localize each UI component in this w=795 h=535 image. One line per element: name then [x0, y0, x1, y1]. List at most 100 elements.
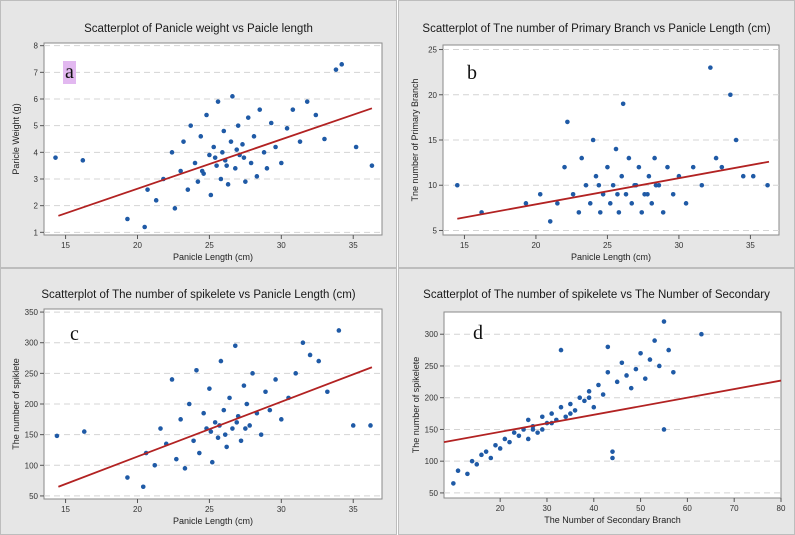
data-point	[174, 456, 179, 462]
data-point	[198, 134, 204, 139]
data-point	[750, 173, 756, 179]
data-point	[652, 338, 657, 343]
data-point	[645, 191, 650, 197]
data-point	[639, 210, 645, 215]
data-point	[247, 423, 252, 428]
data-point	[222, 432, 228, 437]
data-point	[279, 417, 284, 422]
data-point	[610, 182, 616, 188]
data-point	[657, 363, 662, 369]
data-point	[241, 383, 247, 388]
data-point	[582, 398, 587, 404]
data-point	[708, 65, 713, 70]
fit-line	[58, 107, 373, 217]
data-point	[740, 173, 746, 179]
data-point	[245, 115, 251, 120]
data-point	[284, 126, 290, 131]
data-point	[290, 107, 296, 112]
data-point	[140, 484, 146, 490]
panel-c: Scatterplot of The number of spikelete v…	[0, 268, 397, 535]
data-point	[218, 358, 224, 364]
data-point	[254, 174, 260, 179]
y-tick-label: 1	[34, 228, 39, 237]
data-point	[232, 343, 238, 349]
x-tick-label: 50	[636, 504, 645, 513]
y-axis-label: The number of spikelete	[411, 357, 421, 454]
data-point	[207, 386, 212, 391]
y-tick-label: 50	[429, 489, 438, 498]
chart-title: Scatterplot of Panicle weight vs Paicle …	[84, 23, 313, 35]
y-tick-label: 50	[29, 492, 38, 501]
data-point	[261, 150, 267, 155]
data-point	[765, 182, 770, 188]
scatterplot: 1 2 3 4 5 6 7 8 15 20 25 30 35 Panicle Length (cm) Par…	[11, 42, 383, 262]
x-tick-label: 70	[730, 504, 739, 513]
data-point	[220, 150, 225, 155]
x-tick-label: 15	[61, 505, 70, 514]
data-point	[214, 163, 219, 168]
data-point	[218, 176, 224, 182]
data-point	[368, 423, 373, 428]
data-point	[145, 187, 150, 192]
data-point	[628, 385, 634, 391]
y-tick-label: 7	[34, 68, 39, 77]
y-tick-label: 300	[25, 339, 39, 348]
x-tick-label: 20	[496, 504, 505, 513]
y-tick-label: 20	[428, 91, 437, 100]
data-point	[572, 408, 578, 413]
data-point	[268, 120, 274, 126]
y-tick-label: 5	[34, 122, 39, 131]
data-point	[530, 427, 536, 432]
data-point	[649, 201, 655, 206]
data-point	[234, 420, 240, 425]
panel-label: c	[70, 323, 79, 345]
data-point	[195, 179, 201, 184]
data-point	[238, 438, 244, 444]
y-tick-label: 100	[25, 461, 39, 470]
data-point	[339, 62, 345, 67]
data-point	[258, 432, 264, 437]
data-point	[257, 107, 263, 112]
y-tick-label: 100	[425, 457, 439, 466]
data-point	[194, 367, 199, 373]
data-point	[474, 462, 480, 467]
x-tick-label: 25	[603, 241, 612, 250]
data-point	[596, 182, 602, 188]
data-point	[568, 401, 573, 407]
data-point	[234, 147, 240, 152]
x-tick-label: 30	[674, 241, 683, 250]
data-point	[713, 155, 719, 161]
data-point	[620, 101, 626, 107]
data-point	[212, 420, 218, 425]
x-tick-label: 40	[589, 504, 598, 513]
data-point	[652, 155, 657, 161]
data-point	[264, 166, 270, 171]
data-point	[293, 371, 299, 376]
x-tick-label: 30	[543, 504, 552, 513]
data-point	[633, 366, 639, 372]
x-axis-label: Panicle Length (cm)	[173, 252, 253, 262]
data-point	[619, 360, 625, 366]
panel-d: Scatterplot of The number of spikelete v…	[398, 268, 795, 535]
data-point	[80, 158, 86, 163]
y-tick-label: 5	[433, 226, 438, 235]
x-tick-label: 35	[746, 241, 755, 250]
x-tick-label: 30	[277, 505, 286, 514]
data-point	[152, 462, 158, 468]
data-point	[251, 134, 257, 139]
y-axis-label: The number of spiklete	[11, 358, 21, 450]
x-tick-label: 80	[777, 504, 786, 513]
data-point	[469, 458, 475, 464]
data-point	[455, 468, 461, 474]
data-point	[638, 350, 643, 356]
data-point	[250, 371, 255, 376]
data-point	[593, 173, 599, 179]
data-point	[605, 370, 611, 375]
y-tick-label: 150	[25, 431, 39, 440]
data-point	[208, 192, 214, 198]
panel-label: d	[473, 322, 483, 344]
data-point	[273, 377, 278, 382]
x-axis-label: Panicle Length (cm)	[571, 252, 651, 262]
data-point	[690, 164, 696, 170]
